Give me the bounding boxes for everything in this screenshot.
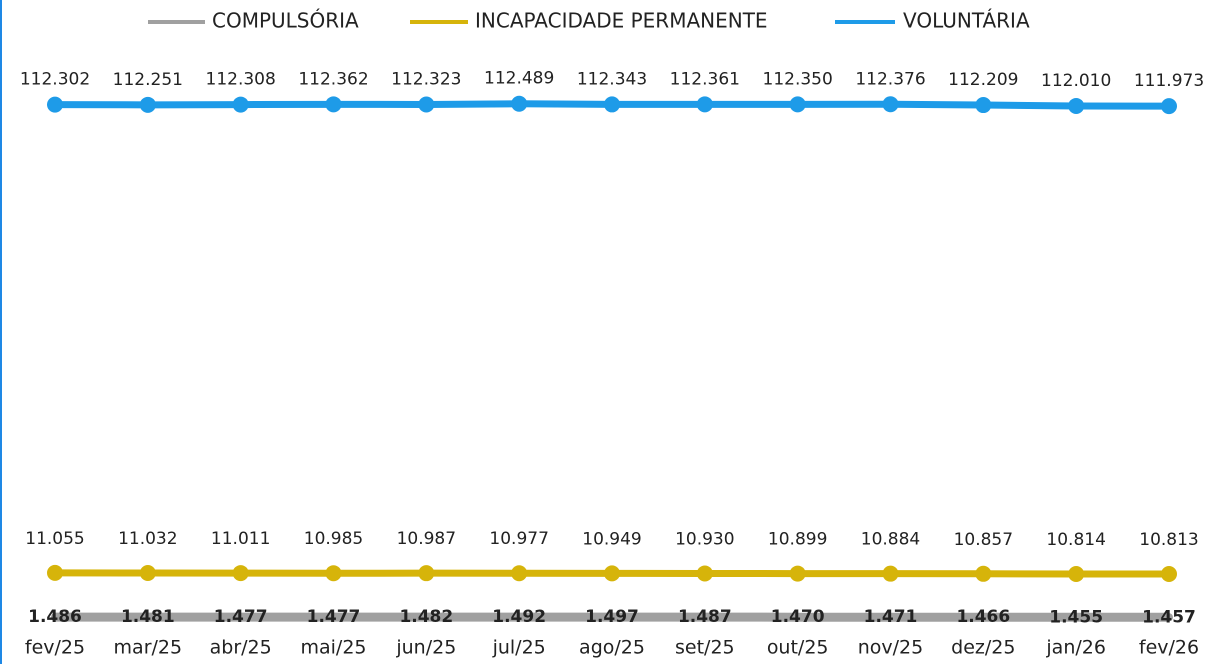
data-label: 1.466 bbox=[956, 607, 1010, 627]
point bbox=[1068, 565, 1085, 582]
point bbox=[604, 96, 620, 113]
data-label: 10.899 bbox=[768, 530, 827, 550]
data-label: 112.323 bbox=[391, 70, 461, 90]
x-tick-label: nov/25 bbox=[858, 637, 924, 659]
data-label: 10.987 bbox=[397, 529, 456, 549]
data-label: 10.814 bbox=[1046, 530, 1105, 550]
point bbox=[793, 613, 802, 622]
point bbox=[696, 565, 713, 582]
point bbox=[975, 97, 992, 114]
point bbox=[1161, 98, 1177, 115]
point bbox=[789, 565, 806, 582]
point bbox=[232, 565, 249, 582]
point bbox=[139, 96, 156, 113]
point bbox=[51, 613, 59, 622]
x-tick-label: out/25 bbox=[767, 637, 829, 659]
data-label: 1.497 bbox=[585, 607, 639, 627]
data-label: 11.032 bbox=[118, 529, 177, 549]
point bbox=[325, 96, 342, 113]
point bbox=[1165, 613, 1173, 622]
legend-label: COMPULSÓRIA bbox=[212, 9, 359, 33]
data-label: 112.308 bbox=[206, 70, 276, 90]
data-label: 112.302 bbox=[20, 70, 90, 90]
data-label: 10.884 bbox=[861, 530, 920, 550]
data-label: 112.251 bbox=[113, 70, 183, 90]
x-tick-label: abr/25 bbox=[210, 637, 272, 659]
data-label: 1.477 bbox=[307, 607, 361, 627]
legend-label: INCAPACIDADE PERMANENTE bbox=[475, 9, 768, 33]
point bbox=[882, 96, 899, 113]
data-label: 112.362 bbox=[298, 69, 368, 89]
data-label: 10.930 bbox=[675, 529, 734, 549]
point bbox=[143, 613, 152, 622]
x-tick-label: mar/25 bbox=[114, 637, 183, 659]
point bbox=[608, 613, 616, 622]
point bbox=[515, 613, 524, 622]
data-label: 10.985 bbox=[304, 529, 363, 549]
point bbox=[418, 565, 435, 582]
data-label: 11.055 bbox=[25, 529, 84, 549]
data-label: 1.487 bbox=[678, 607, 732, 627]
data-label: 112.376 bbox=[855, 69, 925, 89]
x-tick-label: dez/25 bbox=[951, 637, 1015, 659]
point bbox=[979, 613, 988, 622]
x-tick-label: jan/26 bbox=[1045, 637, 1106, 659]
point bbox=[422, 613, 431, 622]
point bbox=[789, 96, 806, 113]
point bbox=[1161, 565, 1177, 582]
point bbox=[329, 613, 338, 622]
x-tick-label: fev/26 bbox=[1139, 637, 1199, 659]
point bbox=[1072, 613, 1081, 622]
data-label: 1.492 bbox=[492, 607, 546, 627]
point bbox=[511, 565, 528, 582]
x-tick-label: ago/25 bbox=[579, 637, 645, 659]
data-label: 112.489 bbox=[484, 69, 554, 89]
point bbox=[47, 564, 63, 581]
point bbox=[882, 565, 899, 582]
x-tick-label: mai/25 bbox=[300, 637, 366, 659]
point bbox=[886, 613, 895, 622]
data-label: 1.457 bbox=[1142, 607, 1196, 627]
data-label: 1.481 bbox=[121, 607, 175, 627]
data-label: 112.343 bbox=[577, 69, 647, 89]
data-label: 11.011 bbox=[211, 529, 270, 549]
x-tick-label: set/25 bbox=[675, 637, 735, 659]
point bbox=[139, 564, 156, 581]
data-label: 10.857 bbox=[954, 530, 1013, 550]
data-label: 1.470 bbox=[771, 607, 825, 627]
point bbox=[232, 96, 249, 113]
x-tick-label: jul/25 bbox=[492, 637, 546, 659]
x-tick-label: fev/25 bbox=[25, 637, 85, 659]
data-label: 1.477 bbox=[214, 607, 268, 627]
point bbox=[325, 565, 342, 582]
data-label: 10.977 bbox=[489, 529, 548, 549]
data-label: 10.813 bbox=[1139, 530, 1198, 550]
data-label: 1.486 bbox=[28, 607, 82, 627]
point bbox=[1068, 97, 1085, 114]
data-label: 112.350 bbox=[763, 69, 833, 89]
point bbox=[511, 95, 528, 112]
data-label: 1.471 bbox=[864, 607, 918, 627]
legend-label: VOLUNTÁRIA bbox=[903, 9, 1030, 33]
data-label: 10.949 bbox=[582, 529, 641, 549]
data-label: 1.482 bbox=[399, 607, 453, 627]
data-label: 111.973 bbox=[1134, 71, 1204, 91]
x-tick-label: jun/25 bbox=[395, 637, 456, 659]
point bbox=[418, 96, 435, 113]
point bbox=[975, 565, 992, 582]
data-label: 112.209 bbox=[948, 70, 1018, 90]
point bbox=[236, 613, 245, 622]
point bbox=[696, 96, 713, 113]
data-label: 112.361 bbox=[670, 69, 740, 89]
point bbox=[604, 565, 620, 582]
point bbox=[700, 613, 709, 622]
data-label: 112.010 bbox=[1041, 71, 1111, 91]
point bbox=[47, 96, 63, 113]
data-label: 1.455 bbox=[1049, 607, 1103, 627]
